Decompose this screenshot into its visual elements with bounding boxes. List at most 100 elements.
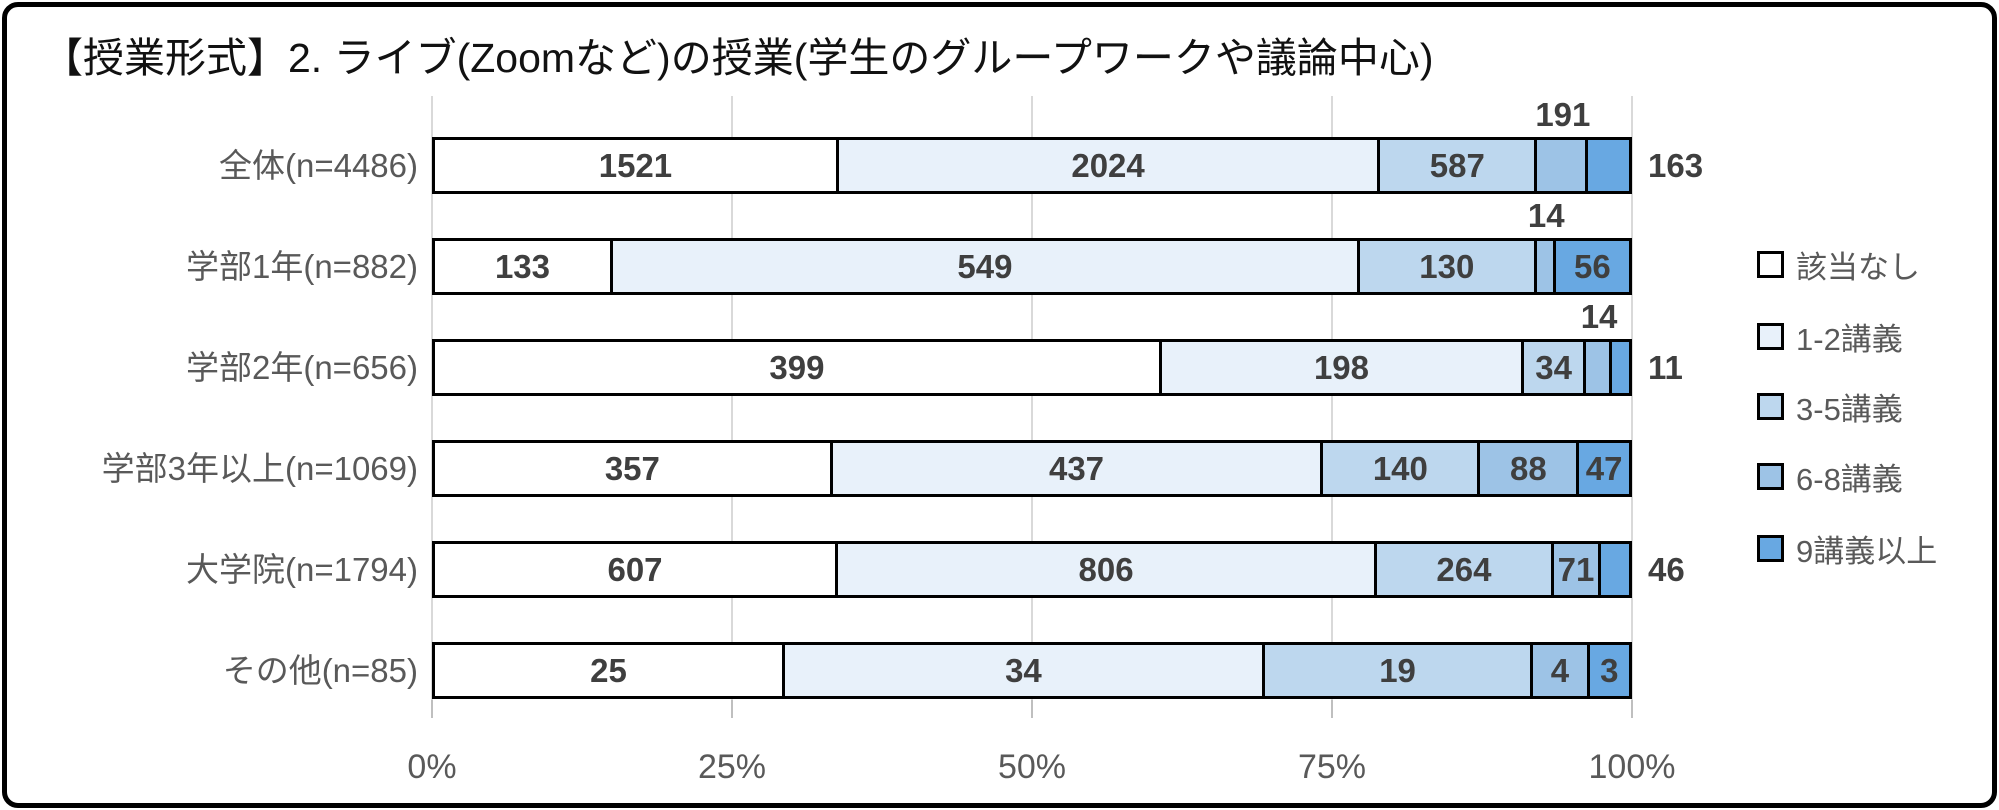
value-label: 34	[1535, 348, 1573, 386]
value-label: 88	[1509, 449, 1547, 487]
gridline	[1331, 96, 1333, 700]
value-label: 56	[1574, 247, 1611, 285]
value-label: 549	[957, 247, 1013, 285]
value-label: 47	[1585, 449, 1623, 487]
bar-segment: 19	[1261, 642, 1534, 699]
bar-segment: 34	[781, 642, 1265, 699]
bar-segment: 264	[1374, 541, 1554, 598]
bar-segment: 549	[609, 238, 1360, 295]
bar-row: 399 198 34	[432, 339, 1632, 396]
bar-segment: 130	[1356, 238, 1537, 295]
legend-label: 6-8講義	[1796, 462, 1903, 497]
x-axis-tick-label: 50%	[997, 748, 1067, 786]
legend-label: 該当なし	[1796, 250, 1920, 285]
value-label: 71	[1557, 550, 1595, 588]
value-label-above: 14	[1527, 197, 1565, 234]
legend-item: 6-8講義	[1757, 454, 1903, 499]
bar-segment: 88	[1477, 440, 1580, 497]
value-label: 133	[494, 247, 550, 285]
value-label: 587	[1429, 146, 1485, 184]
x-axis-tick	[1331, 700, 1333, 718]
category-label: その他(n=85)	[222, 652, 418, 689]
bar-segment	[1598, 541, 1632, 598]
value-label: 130	[1419, 247, 1475, 285]
x-axis-tick-label: 100%	[1588, 748, 1676, 786]
gridline	[1031, 96, 1033, 700]
bar-row: 1521 2024 587	[432, 137, 1632, 194]
value-label-above: 14	[1580, 298, 1618, 335]
value-label: 399	[769, 348, 825, 386]
value-label-outside: 163	[1648, 146, 1704, 184]
bar-segment: 806	[835, 541, 1378, 598]
category-label: 学部2年(n=656)	[185, 349, 418, 386]
value-label: 806	[1078, 550, 1134, 588]
bar-segment: 25	[432, 642, 785, 699]
bar-segment: 607	[432, 541, 839, 598]
x-axis-tick-label: 0%	[407, 748, 457, 786]
x-axis-tick-label: 75%	[1297, 748, 1367, 786]
bar-segment: 4	[1530, 642, 1590, 699]
chart-title: 【授業形式】2. ライブ(Zoomなど)の授業(学生のグループワークや議論中心)	[42, 35, 1434, 81]
value-label: 4	[1550, 651, 1570, 689]
value-label: 357	[604, 449, 660, 487]
legend-item: 9講義以上	[1757, 526, 1937, 571]
bar-segment: 357	[432, 440, 833, 497]
gridline	[731, 96, 733, 700]
gridline	[431, 96, 433, 700]
legend-label: 1-2講義	[1796, 322, 1903, 357]
bar-row: 25 34 19 4 3	[432, 642, 1632, 699]
bar-segment: 437	[829, 440, 1324, 497]
legend-swatch	[1757, 535, 1784, 562]
legend-label: 3-5講義	[1796, 392, 1903, 427]
bar-segment: 47	[1576, 440, 1632, 497]
legend-label: 9講義以上	[1796, 534, 1938, 569]
category-label: 学部3年以上(n=1069)	[101, 450, 418, 487]
x-axis-tick	[1631, 700, 1633, 718]
bar-row: 133 549 130 56	[432, 238, 1632, 295]
legend-swatch	[1757, 463, 1784, 490]
bar-segment: 56	[1552, 238, 1632, 295]
value-label: 25	[590, 651, 627, 689]
value-label: 2024	[1071, 146, 1145, 184]
bar-row: 357 437 140 88 47	[432, 440, 1632, 497]
bar-segment: 198	[1158, 339, 1525, 396]
bar-segment: 399	[432, 339, 1162, 396]
category-label: 大学院(n=1794)	[185, 551, 418, 588]
value-label-outside: 11	[1648, 348, 1683, 386]
value-label: 1521	[598, 146, 673, 184]
category-label: 学部1年(n=882)	[185, 248, 418, 285]
bar-segment	[1583, 339, 1612, 396]
value-label: 264	[1436, 550, 1492, 588]
value-label: 19	[1379, 651, 1416, 689]
category-label: 全体(n=4486)	[218, 147, 418, 184]
bar-segment: 140	[1320, 440, 1481, 497]
bar-segment: 133	[432, 238, 613, 295]
bar-segment	[1585, 137, 1632, 194]
gridline	[1631, 96, 1633, 700]
legend-item: 1-2講義	[1757, 314, 1903, 359]
bar-segment	[1608, 339, 1632, 396]
value-label: 607	[607, 550, 663, 588]
x-axis-tick	[731, 700, 733, 718]
legend-swatch	[1757, 323, 1784, 350]
value-label: 198	[1313, 348, 1369, 386]
x-axis-tick-label: 25%	[697, 748, 767, 786]
legend-swatch	[1757, 393, 1784, 420]
legend-item: 該当なし	[1757, 242, 1920, 287]
bar-segment: 2024	[835, 137, 1381, 194]
bar-segment: 587	[1377, 137, 1538, 194]
legend-item: 3-5講義	[1757, 384, 1903, 429]
x-axis-tick	[1031, 700, 1033, 718]
bar-segment: 3	[1586, 642, 1632, 699]
value-label: 437	[1048, 449, 1105, 487]
value-label: 3	[1600, 651, 1619, 689]
legend-swatch	[1757, 251, 1784, 278]
bar-segment	[1534, 137, 1589, 194]
value-label-above: 191	[1535, 96, 1591, 133]
x-axis-tick	[431, 700, 433, 718]
bar-segment: 34	[1521, 339, 1587, 396]
value-label: 140	[1372, 449, 1428, 487]
value-label-outside: 46	[1648, 550, 1685, 588]
value-label: 34	[1005, 651, 1042, 689]
bar-segment: 1521	[432, 137, 839, 194]
